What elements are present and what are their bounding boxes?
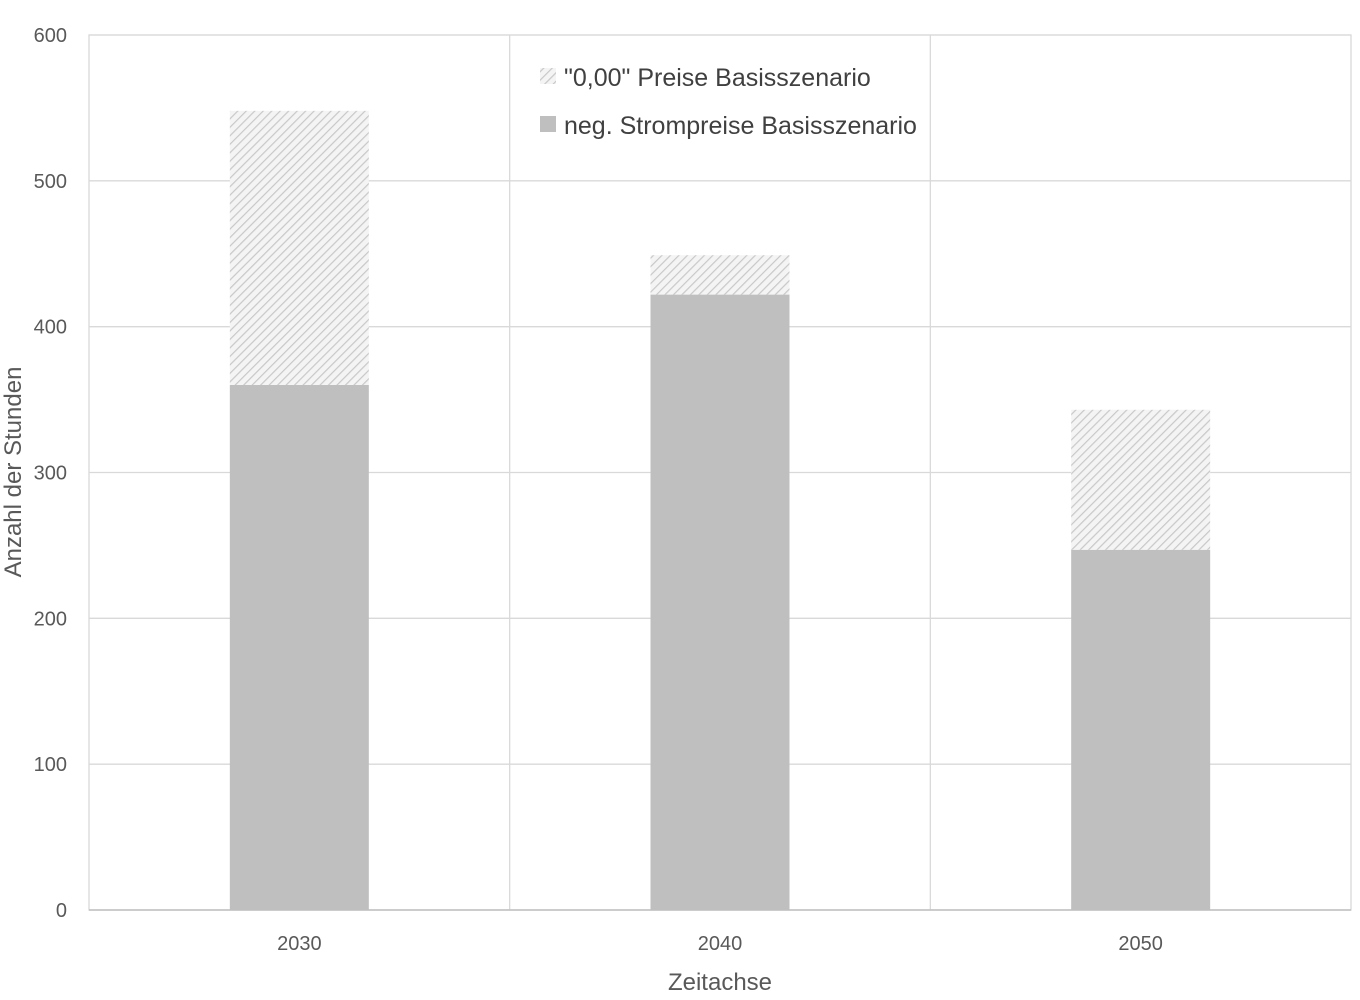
- x-tick-label: 2030: [277, 933, 322, 955]
- y-tick-label: 0: [56, 900, 67, 922]
- bar-2050-series-0: [1071, 549, 1211, 910]
- y-tick-label: 500: [34, 171, 67, 193]
- x-axis-title: Zeitachse: [668, 969, 772, 996]
- y-tick-label: 100: [34, 754, 67, 776]
- bar-2030-series-1: [229, 110, 369, 385]
- y-tick-label: 600: [34, 25, 67, 47]
- bars: [229, 110, 1211, 910]
- bar-2040-series-0: [650, 294, 790, 910]
- legend-label: "0,00" Preise Basisszenario: [564, 64, 871, 92]
- y-tick-label: 400: [34, 317, 67, 339]
- bar-2040-series-1: [650, 255, 790, 295]
- legend-swatch: [540, 68, 556, 84]
- bar-2050-series-1: [1071, 409, 1211, 550]
- y-axis-title: Anzahl der Stunden: [0, 367, 27, 578]
- axes: 0 100 200 300 400 500 600 2030 2040 2050: [34, 25, 1351, 955]
- y-tick-label: 300: [34, 463, 67, 485]
- y-tick-label: 200: [34, 608, 67, 630]
- bar-2030-series-0: [229, 385, 369, 910]
- x-tick-label: 2050: [1118, 933, 1163, 955]
- legend-swatch: [540, 116, 556, 132]
- x-tick-label: 2040: [698, 933, 743, 955]
- legend: "0,00" Preise Basisszenario neg. Strompre…: [540, 64, 917, 140]
- legend-label: neg. Strompreise Basisszenario: [564, 112, 917, 140]
